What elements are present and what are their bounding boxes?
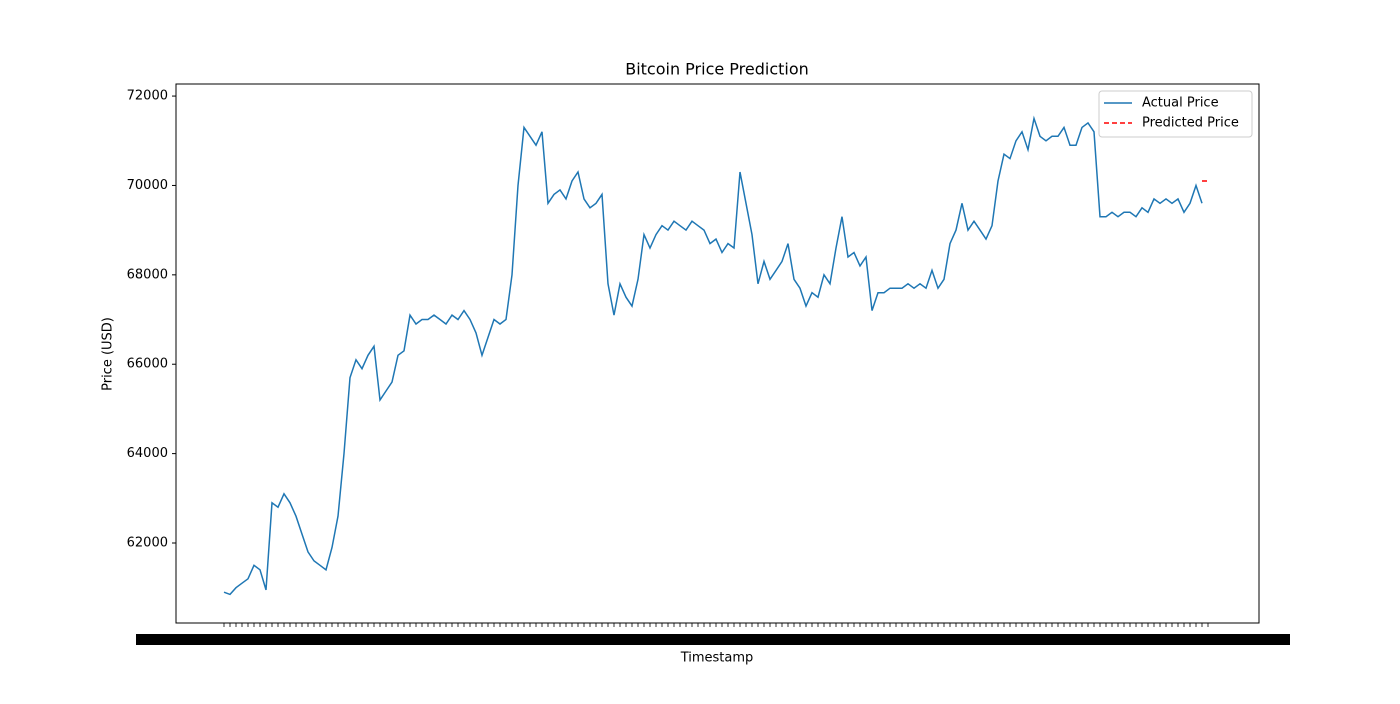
series-line <box>223 115 1203 596</box>
y-tick-label: 66000 <box>127 357 168 372</box>
y-tick-label: 72000 <box>127 89 168 104</box>
legend-box <box>1098 90 1253 138</box>
legend-label: Predicted Price <box>1142 116 1239 131</box>
y-tick-label: 62000 <box>127 535 168 550</box>
y-axis-label: Price (USD) <box>101 317 116 391</box>
y-tick-label: 64000 <box>127 446 168 461</box>
x-axis-label: Timestamp <box>680 651 754 666</box>
chart-title: Bitcoin Price Prediction <box>625 60 809 79</box>
x-tick-labels-overlap <box>136 634 1290 645</box>
y-tick-label: 68000 <box>127 267 168 282</box>
plot-frame <box>175 83 1260 624</box>
y-tick-label: 70000 <box>127 178 168 193</box>
legend-label: Actual Price <box>1142 96 1219 111</box>
